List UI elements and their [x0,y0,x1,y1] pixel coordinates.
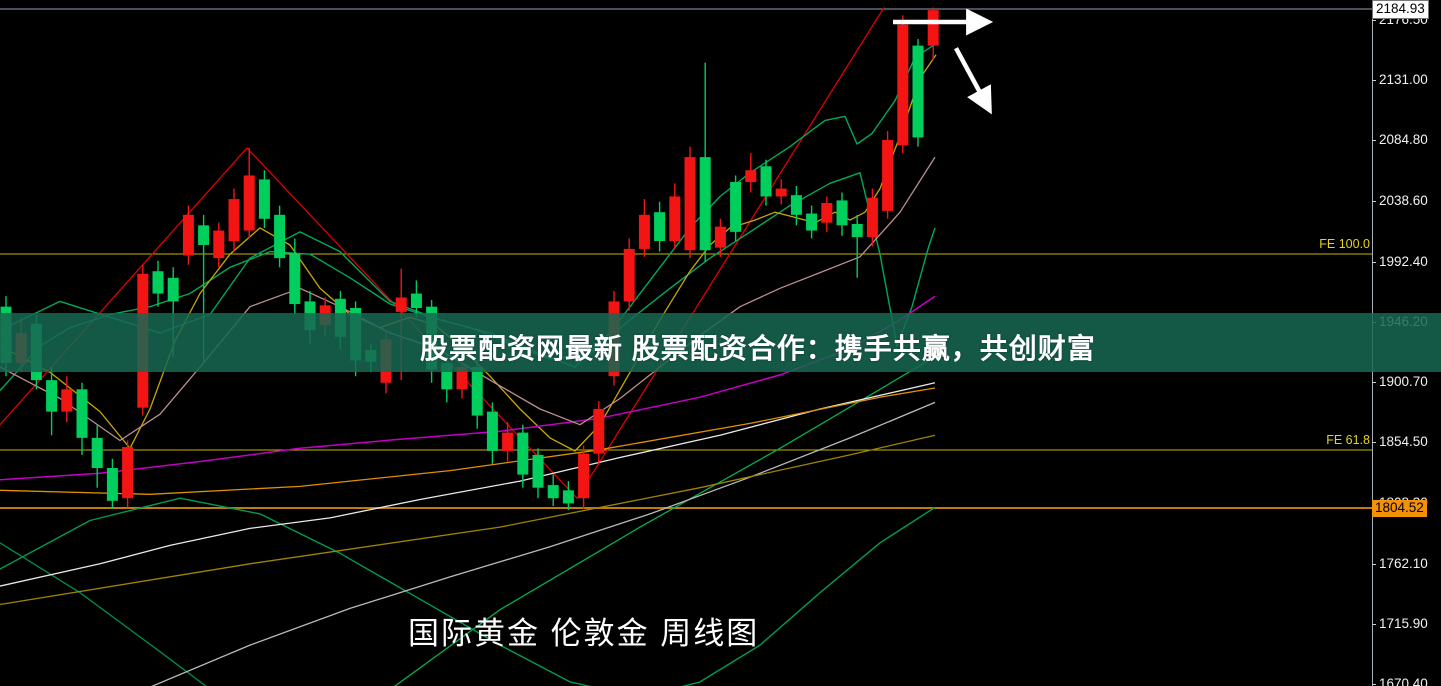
white-ma [0,382,936,587]
chart-watermark-title: 国际黄金 伦敦金 周线图 [408,616,760,651]
price-tick-mark [1372,20,1376,21]
price-tick-label: 1715.90 [1379,616,1428,632]
candle-body [562,490,574,504]
price-tick-label: 2038.60 [1379,192,1428,208]
price-tick-mark [1372,140,1376,142]
candle-body [152,271,164,294]
candle-body [228,199,240,242]
candle-body [654,212,666,242]
candle-body [395,297,407,312]
candle-body [441,363,453,390]
promo-banner [0,313,1441,372]
candle-body [456,367,468,390]
promo-banner-text: 股票配资网最新 股票配资合作：携手共赢，共创财富 [420,333,1096,364]
candle-body [714,226,726,248]
candle-body [198,225,210,245]
candle-body [730,182,742,232]
yellow-fast-ma [0,54,937,452]
horizontal-line-price-badge: 1804.52 [1372,500,1427,517]
candle-body [258,179,270,219]
candle-body [882,140,894,211]
price-tick-label: 2131.00 [1379,71,1428,87]
candle-body [851,224,863,238]
candle-body [836,200,848,226]
candle-body [46,380,58,412]
candle-body [760,166,772,197]
candle-body [274,214,286,259]
fib-level-label: FE 100.0 [1319,237,1370,252]
price-tick-label: 1670.40 [1379,675,1428,686]
green-desc-ma [0,542,207,686]
candle-body [578,453,590,499]
price-tick-mark [1372,442,1376,444]
candle-body [517,432,529,475]
candle-body [502,432,514,451]
candle-body [897,24,909,146]
candle-body [289,254,301,305]
candle-body [593,408,605,454]
candle-body [684,157,696,251]
price-tick-label: 2084.80 [1379,132,1428,148]
candle-body [182,214,194,256]
candle-body [669,196,681,242]
candle-body [775,188,787,197]
candle-body [486,411,498,451]
candle-body [213,230,225,259]
olive-ma [0,434,936,606]
price-tick-label: 1762.10 [1379,555,1428,571]
price-tick-label: 1854.50 [1379,434,1428,450]
price-tick-mark [1372,683,1376,685]
fib-level-label: FE 61.8 [1326,433,1370,448]
candle-body [76,389,88,438]
price-tick-mark [1372,563,1376,565]
rosybrown-ma [0,156,936,442]
current-price-badge: 2184.93 [1372,0,1429,19]
candle-body [106,468,118,501]
down-right-arrow [954,47,992,115]
candle-body [912,45,924,138]
price-tick-mark [1372,200,1376,202]
candle-body [806,213,818,231]
candle-body [243,175,255,231]
candle-body [866,197,878,238]
price-tick-mark [1372,381,1376,383]
candle-body [471,367,483,416]
candle-body [623,248,635,302]
candle-body [790,195,802,215]
candle-body [638,214,650,249]
lower-band-green [0,497,936,686]
candle-body [699,157,711,251]
price-tick-label: 1900.70 [1379,373,1428,389]
candle-body [91,437,103,469]
candle-body [547,485,559,499]
candle-body [821,203,833,223]
candle-body [532,454,544,488]
price-tick-label: 1992.40 [1379,253,1428,269]
zigzag-line [0,7,885,499]
candle-body [927,10,939,46]
green-steep-ma [393,355,936,686]
candle-body [410,293,422,308]
price-tick-mark [1372,79,1376,81]
price-tick-mark [1372,624,1376,626]
candle-body [122,447,134,499]
candle-body [61,389,73,412]
candle-body [167,277,179,302]
silver-ma [150,401,936,686]
price-tick-mark [1372,261,1376,263]
candle-body [745,170,757,183]
